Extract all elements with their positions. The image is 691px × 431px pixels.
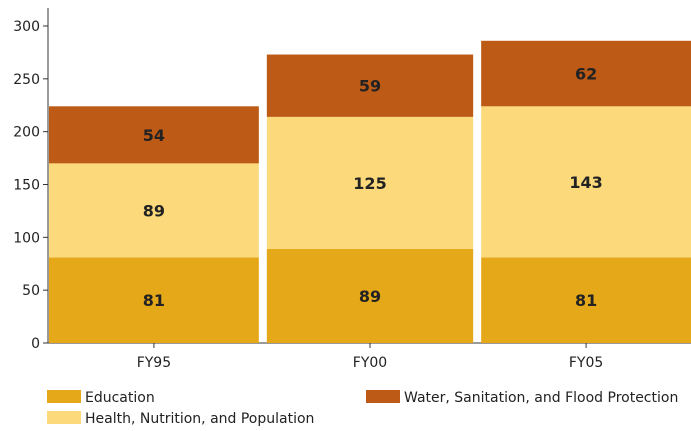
legend-label: Health, Nutrition, and Population	[85, 411, 314, 427]
legend-swatch	[47, 411, 81, 424]
bar-segment	[266, 248, 474, 343]
legend-swatch	[47, 390, 81, 403]
x-tick-label: FY05	[569, 355, 603, 371]
data-label: 143	[569, 173, 602, 192]
legend-label: Education	[85, 390, 155, 406]
bar-segment	[266, 54, 474, 117]
y-tick-label: 250	[13, 72, 40, 88]
y-tick-label: 200	[13, 125, 40, 141]
bar-segment	[266, 116, 474, 249]
x-tick-label: FY95	[137, 355, 171, 371]
bar-segment	[49, 257, 259, 343]
data-label: 125	[353, 174, 386, 193]
x-tick-label: FY00	[353, 355, 387, 371]
bar-segment	[49, 106, 259, 164]
data-label: 54	[143, 126, 165, 145]
data-label: 59	[359, 77, 381, 96]
legend-swatch	[366, 390, 400, 403]
bar-segment	[49, 163, 259, 258]
bar-segment	[481, 257, 691, 343]
y-tick-label: 0	[31, 336, 40, 352]
data-label: 89	[359, 287, 381, 306]
y-tick-label: 100	[13, 230, 40, 246]
bar-segment	[481, 106, 691, 258]
data-label: 62	[575, 65, 597, 84]
data-label: 89	[143, 201, 165, 220]
y-tick-label: 300	[13, 19, 40, 35]
y-tick-label: 150	[13, 178, 40, 194]
legend-label: Water, Sanitation, and Flood Protection	[404, 390, 678, 406]
y-tick-label: 50	[22, 283, 40, 299]
data-label: 81	[575, 291, 597, 310]
bar-segment	[481, 40, 691, 107]
data-label: 81	[143, 291, 165, 310]
